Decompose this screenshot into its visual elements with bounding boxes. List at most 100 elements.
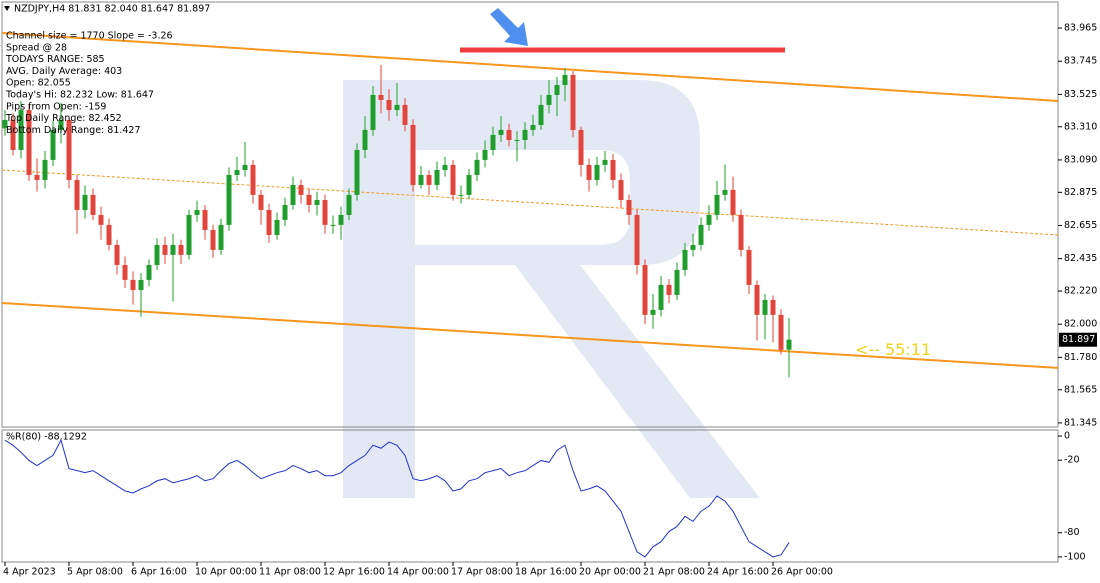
y-tick-label: 82.875 [1064, 187, 1097, 198]
candle-body [546, 94, 552, 105]
candle-body [186, 214, 192, 255]
arrow-shape [490, 8, 528, 46]
y-tick-label: 82.655 [1064, 220, 1097, 231]
y-tick-label: -80 [1064, 527, 1080, 538]
candle-body [578, 129, 584, 165]
x-tick-label: 11 Apr 08:00 [259, 567, 321, 578]
y-tick-label: 0 [1064, 431, 1070, 442]
info-line: Today's Hi: 82.232 Low: 81.647 [5, 90, 154, 101]
candle-body [626, 200, 632, 215]
candle-body [178, 244, 184, 255]
channel-line [1, 32, 1059, 102]
candle-body [146, 264, 152, 280]
candle-body [290, 184, 296, 205]
candle-body [426, 174, 432, 185]
candle-body [610, 159, 616, 180]
x-tick-label: 26 Apr 00:00 [771, 567, 833, 578]
candle-body [562, 74, 568, 86]
candle-body [370, 94, 376, 130]
candle-body [330, 224, 336, 226]
candle-body [266, 209, 272, 235]
candle-body [690, 244, 696, 250]
candle-body [586, 164, 592, 180]
candle-body [378, 94, 384, 100]
x-tick-label: 17 Apr 08:00 [451, 567, 513, 578]
candle-body [762, 299, 768, 315]
candle-body [362, 129, 368, 150]
candle-body [514, 140, 520, 142]
candle-body [394, 104, 400, 111]
candle-body [506, 129, 512, 141]
candle-body [490, 134, 496, 150]
candle-body [754, 284, 760, 315]
candle-body [162, 244, 168, 255]
candle-body [418, 174, 424, 185]
candle-body [498, 129, 504, 135]
y-tick-label: -20 [1064, 455, 1080, 466]
candle-body [658, 284, 664, 310]
candle-body [34, 174, 40, 180]
countdown: <-- 55:11 [855, 340, 931, 359]
candle-body [154, 244, 160, 265]
candle-body [770, 299, 776, 315]
info-line: Channel size = 1770 Slope = -3.26 [6, 31, 173, 42]
candle-body [474, 159, 480, 175]
info-line: Spread @ 28 [6, 42, 67, 53]
x-tick-label: 12 Apr 16:00 [323, 567, 385, 578]
candle-body [114, 244, 120, 265]
y-tick-label: 81.565 [1064, 384, 1097, 395]
candle-body [666, 284, 672, 295]
candle-body [226, 174, 232, 225]
candle-body [18, 110, 24, 150]
channel-line [1, 301, 1059, 369]
candle-body [90, 194, 96, 215]
candle-body [634, 214, 640, 265]
candle-body [538, 104, 544, 125]
candle-body [354, 149, 360, 195]
candle-body [650, 309, 656, 315]
candle-body [594, 164, 600, 180]
candle-body [74, 179, 80, 210]
candle-body [138, 279, 144, 290]
candle-body [50, 129, 56, 160]
candle-body [122, 264, 128, 280]
candle-body [746, 249, 752, 285]
candle-body [554, 85, 560, 95]
candle-body [682, 249, 688, 270]
candle-body [58, 119, 64, 130]
x-tick-label: 24 Apr 16:00 [707, 567, 769, 578]
candle-body [338, 214, 344, 225]
y-tick-label: 82.435 [1064, 253, 1097, 264]
candle-body [242, 164, 248, 171]
candle-body [674, 269, 680, 295]
candle-body [250, 164, 256, 195]
x-tick-label: 6 Apr 16:00 [131, 567, 187, 578]
candle-body [714, 194, 720, 215]
candle-body [298, 184, 304, 195]
candle-body [706, 214, 712, 225]
y-tick-label: 83.525 [1064, 89, 1097, 100]
candle-body [642, 264, 648, 315]
candle-body [66, 119, 72, 180]
candle-body [402, 104, 408, 125]
candle-body [322, 200, 328, 225]
candle-body [786, 339, 792, 350]
candle-body [314, 200, 320, 205]
info-line: TODAYS RANGE: 585 [5, 54, 105, 65]
candle-body [530, 124, 536, 130]
x-tick-label: 5 Apr 08:00 [67, 567, 123, 578]
candle-body [522, 129, 528, 141]
candle-body [482, 149, 488, 160]
candle-body [10, 119, 16, 150]
candle-body [730, 189, 736, 215]
candle-body [602, 159, 608, 165]
candle-body [450, 164, 456, 195]
candle-body [698, 224, 704, 245]
indicator-line [4, 438, 790, 558]
y-tick-label: 81.780 [1064, 352, 1097, 363]
candle-body [2, 119, 8, 129]
candle-body [442, 164, 448, 171]
y-tick-label: 83.090 [1064, 154, 1097, 165]
candle-body [386, 99, 392, 111]
